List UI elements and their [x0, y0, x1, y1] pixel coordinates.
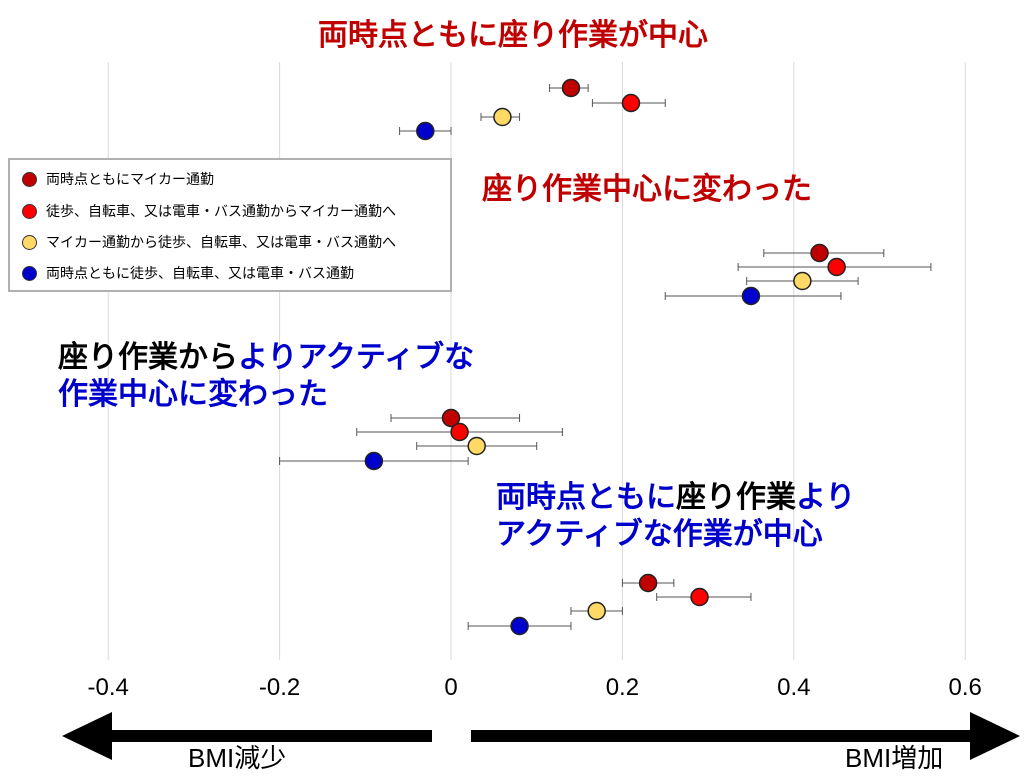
- legend-marker-active-both: [22, 265, 37, 281]
- data-point: [441, 408, 461, 428]
- left-arrow: [62, 712, 432, 760]
- group-title-active-both: 両時点ともに座り作業より アクティブな作業が中心: [496, 480, 855, 553]
- x-tick-label: -0.2: [259, 674, 300, 701]
- bmi-arrows: [62, 712, 1020, 760]
- legend: 両時点ともにマイカー通勤 徒歩、自転車、又は電車・バス通勤からマイカー通勤へ マ…: [8, 158, 452, 292]
- bmi-decrease-label: BMI減少: [188, 743, 287, 773]
- data-point: [741, 286, 761, 306]
- x-tick-label: 0.6: [949, 674, 982, 701]
- bmi-increase-label: BMI増加: [845, 743, 944, 773]
- data-point: [450, 422, 469, 442]
- right-arrow: [471, 712, 1020, 760]
- group-title-became-sedentary: 座り作業中心に変わった: [482, 172, 812, 207]
- legend-marker-to-car: [22, 203, 37, 219]
- data-point: [416, 121, 435, 141]
- group-title-became-active: 座り作業からよりアクティブな 作業中心に変わった: [58, 340, 474, 413]
- x-tick-label: 0.2: [606, 674, 639, 701]
- data-point: [467, 436, 486, 456]
- legend-marker-from-car: [22, 234, 37, 250]
- data-point: [561, 78, 581, 98]
- group-title-active-both-part2: 座り作業: [676, 480, 796, 515]
- data-point: [621, 93, 641, 113]
- data-point: [587, 601, 606, 621]
- legend-label: 両時点ともに徒歩、自転車、又は電車・バス通勤: [46, 266, 354, 282]
- group-title-sedentary-both: 両時点ともに座り作業が中心: [318, 18, 708, 53]
- group-title-active-both-part1: 両時点ともに: [496, 480, 676, 515]
- x-tick-label: -0.4: [88, 674, 129, 701]
- data-point: [827, 257, 846, 277]
- group-title-active-both-part3: より: [796, 480, 856, 515]
- legend-item-car-both: 両時点ともにマイカー通勤: [22, 168, 214, 190]
- group-title-active-both-line2: アクティブな作業が中心: [496, 516, 823, 552]
- data-point: [364, 451, 384, 471]
- legend-label: マイカー通勤から徒歩、自転車、又は電車・バス通勤へ: [46, 235, 396, 251]
- data-point: [493, 107, 512, 127]
- data-point: [510, 616, 529, 636]
- data-point: [810, 243, 829, 263]
- legend-item-from-car: マイカー通勤から徒歩、自転車、又は電車・バス通勤へ: [22, 231, 396, 253]
- legend-label: 徒歩、自転車、又は電車・バス通勤からマイカー通勤へ: [46, 204, 396, 220]
- data-point: [690, 587, 709, 607]
- legend-marker-car-both: [22, 171, 37, 187]
- data-points: [364, 78, 846, 636]
- data-point: [793, 271, 812, 291]
- x-axis-ticks: -0.4 -0.2 0 0.2 0.4 0.6: [88, 674, 982, 701]
- legend-item-to-car: 徒歩、自転車、又は電車・バス通勤からマイカー通勤へ: [22, 200, 396, 222]
- group-title-became-active-line2: 作業中心に変わった: [58, 376, 328, 412]
- legend-label: 両時点ともにマイカー通勤: [46, 172, 214, 188]
- group-title-became-active-part1: 座り作業から: [58, 340, 238, 375]
- data-point: [638, 573, 658, 593]
- group-title-became-active-part2: よりアクティブな: [238, 340, 475, 375]
- legend-item-active-both: 両時点ともに徒歩、自転車、又は電車・バス通勤: [22, 262, 354, 284]
- x-tick-label: 0: [444, 674, 457, 701]
- x-tick-label: 0.4: [777, 674, 810, 701]
